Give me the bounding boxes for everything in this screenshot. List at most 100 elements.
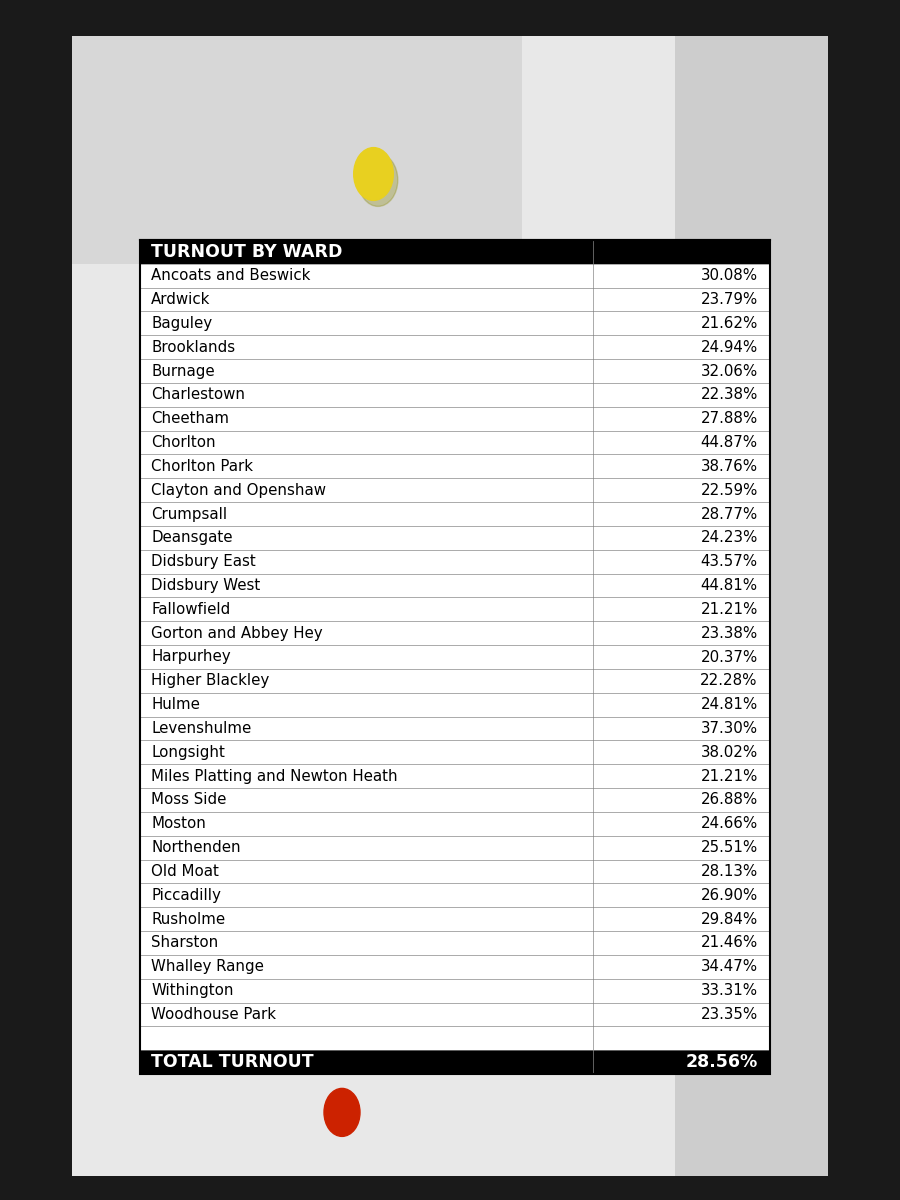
Text: 26.88%: 26.88%: [700, 792, 758, 808]
Bar: [72, 36, 828, 1176]
Text: Burnage: Burnage: [151, 364, 215, 378]
Bar: [140, 907, 770, 931]
Text: TURNOUT BY WARD: TURNOUT BY WARD: [151, 242, 343, 260]
Text: 38.76%: 38.76%: [701, 458, 758, 474]
Text: 24.23%: 24.23%: [700, 530, 758, 545]
Text: 28.56%: 28.56%: [686, 1054, 758, 1072]
Text: 27.88%: 27.88%: [700, 412, 758, 426]
Text: 20.37%: 20.37%: [700, 649, 758, 665]
Bar: [140, 479, 770, 502]
Text: Northenden: Northenden: [151, 840, 241, 856]
Text: 30.08%: 30.08%: [701, 269, 758, 283]
Text: 23.38%: 23.38%: [700, 625, 758, 641]
Text: 24.66%: 24.66%: [700, 816, 758, 832]
Text: 24.94%: 24.94%: [700, 340, 758, 355]
Bar: [140, 883, 770, 907]
Text: 32.06%: 32.06%: [700, 364, 758, 378]
Bar: [140, 692, 770, 716]
Text: Whalley Range: Whalley Range: [151, 959, 264, 974]
Text: 28.13%: 28.13%: [700, 864, 758, 878]
Text: 23.35%: 23.35%: [700, 1007, 758, 1022]
Text: 22.28%: 22.28%: [700, 673, 758, 689]
Text: Higher Blackley: Higher Blackley: [151, 673, 269, 689]
Bar: [140, 526, 770, 550]
Bar: [140, 264, 770, 288]
Text: Withington: Withington: [151, 983, 234, 998]
Text: Longsight: Longsight: [151, 745, 225, 760]
Bar: [140, 788, 770, 812]
Text: Fallowfield: Fallowfield: [151, 602, 230, 617]
Bar: [140, 646, 770, 668]
Bar: [72, 36, 522, 264]
Bar: [140, 668, 770, 692]
Text: Deansgate: Deansgate: [151, 530, 233, 545]
Bar: [140, 835, 770, 859]
Text: 34.47%: 34.47%: [701, 959, 758, 974]
Bar: [140, 455, 770, 479]
Text: 43.57%: 43.57%: [701, 554, 758, 569]
Bar: [140, 1050, 770, 1074]
Text: Woodhouse Park: Woodhouse Park: [151, 1007, 276, 1022]
Bar: [140, 383, 770, 407]
Text: Hulme: Hulme: [151, 697, 200, 712]
Text: Baguley: Baguley: [151, 316, 212, 331]
Text: Ancoats and Beswick: Ancoats and Beswick: [151, 269, 310, 283]
Bar: [140, 764, 770, 788]
Text: 21.21%: 21.21%: [700, 769, 758, 784]
Text: Sharston: Sharston: [151, 936, 219, 950]
Bar: [140, 407, 770, 431]
Text: Didsbury West: Didsbury West: [151, 578, 260, 593]
Text: 22.38%: 22.38%: [700, 388, 758, 402]
Text: 44.81%: 44.81%: [701, 578, 758, 593]
Text: 26.90%: 26.90%: [700, 888, 758, 902]
Bar: [140, 979, 770, 1002]
Text: Miles Platting and Newton Heath: Miles Platting and Newton Heath: [151, 769, 398, 784]
Text: 21.21%: 21.21%: [700, 602, 758, 617]
Text: Old Moat: Old Moat: [151, 864, 219, 878]
Text: 29.84%: 29.84%: [700, 912, 758, 926]
Bar: [140, 931, 770, 955]
Text: Cheetham: Cheetham: [151, 412, 230, 426]
Text: Crumpsall: Crumpsall: [151, 506, 228, 522]
Text: Charlestown: Charlestown: [151, 388, 245, 402]
Text: 38.02%: 38.02%: [700, 745, 758, 760]
Text: Harpurhey: Harpurhey: [151, 649, 230, 665]
Bar: [140, 359, 770, 383]
Bar: [140, 716, 770, 740]
Circle shape: [358, 154, 398, 206]
Bar: [140, 574, 770, 598]
Bar: [140, 740, 770, 764]
Text: 21.62%: 21.62%: [700, 316, 758, 331]
Text: Rusholme: Rusholme: [151, 912, 225, 926]
Text: 37.30%: 37.30%: [701, 721, 758, 736]
Text: 24.81%: 24.81%: [700, 697, 758, 712]
Bar: [140, 1026, 770, 1050]
Text: 21.46%: 21.46%: [700, 936, 758, 950]
Text: TOTAL TURNOUT: TOTAL TURNOUT: [151, 1054, 314, 1072]
Text: Brooklands: Brooklands: [151, 340, 235, 355]
Text: Chorlton Park: Chorlton Park: [151, 458, 253, 474]
Bar: [140, 240, 770, 1074]
Bar: [140, 502, 770, 526]
Bar: [140, 288, 770, 312]
Bar: [140, 335, 770, 359]
Circle shape: [324, 1088, 360, 1136]
Text: 33.31%: 33.31%: [701, 983, 758, 998]
Text: Ardwick: Ardwick: [151, 292, 211, 307]
Bar: [140, 431, 770, 455]
Bar: [140, 240, 770, 264]
Bar: [140, 859, 770, 883]
Circle shape: [354, 148, 393, 200]
Text: Levenshulme: Levenshulme: [151, 721, 251, 736]
Text: Chorlton: Chorlton: [151, 436, 216, 450]
Bar: [140, 955, 770, 979]
Text: 23.79%: 23.79%: [700, 292, 758, 307]
Bar: [140, 1002, 770, 1026]
Bar: [140, 598, 770, 622]
Bar: [140, 622, 770, 646]
Text: Gorton and Abbey Hey: Gorton and Abbey Hey: [151, 625, 323, 641]
Bar: [140, 550, 770, 574]
Text: Moston: Moston: [151, 816, 206, 832]
Text: Didsbury East: Didsbury East: [151, 554, 256, 569]
Bar: [140, 312, 770, 335]
